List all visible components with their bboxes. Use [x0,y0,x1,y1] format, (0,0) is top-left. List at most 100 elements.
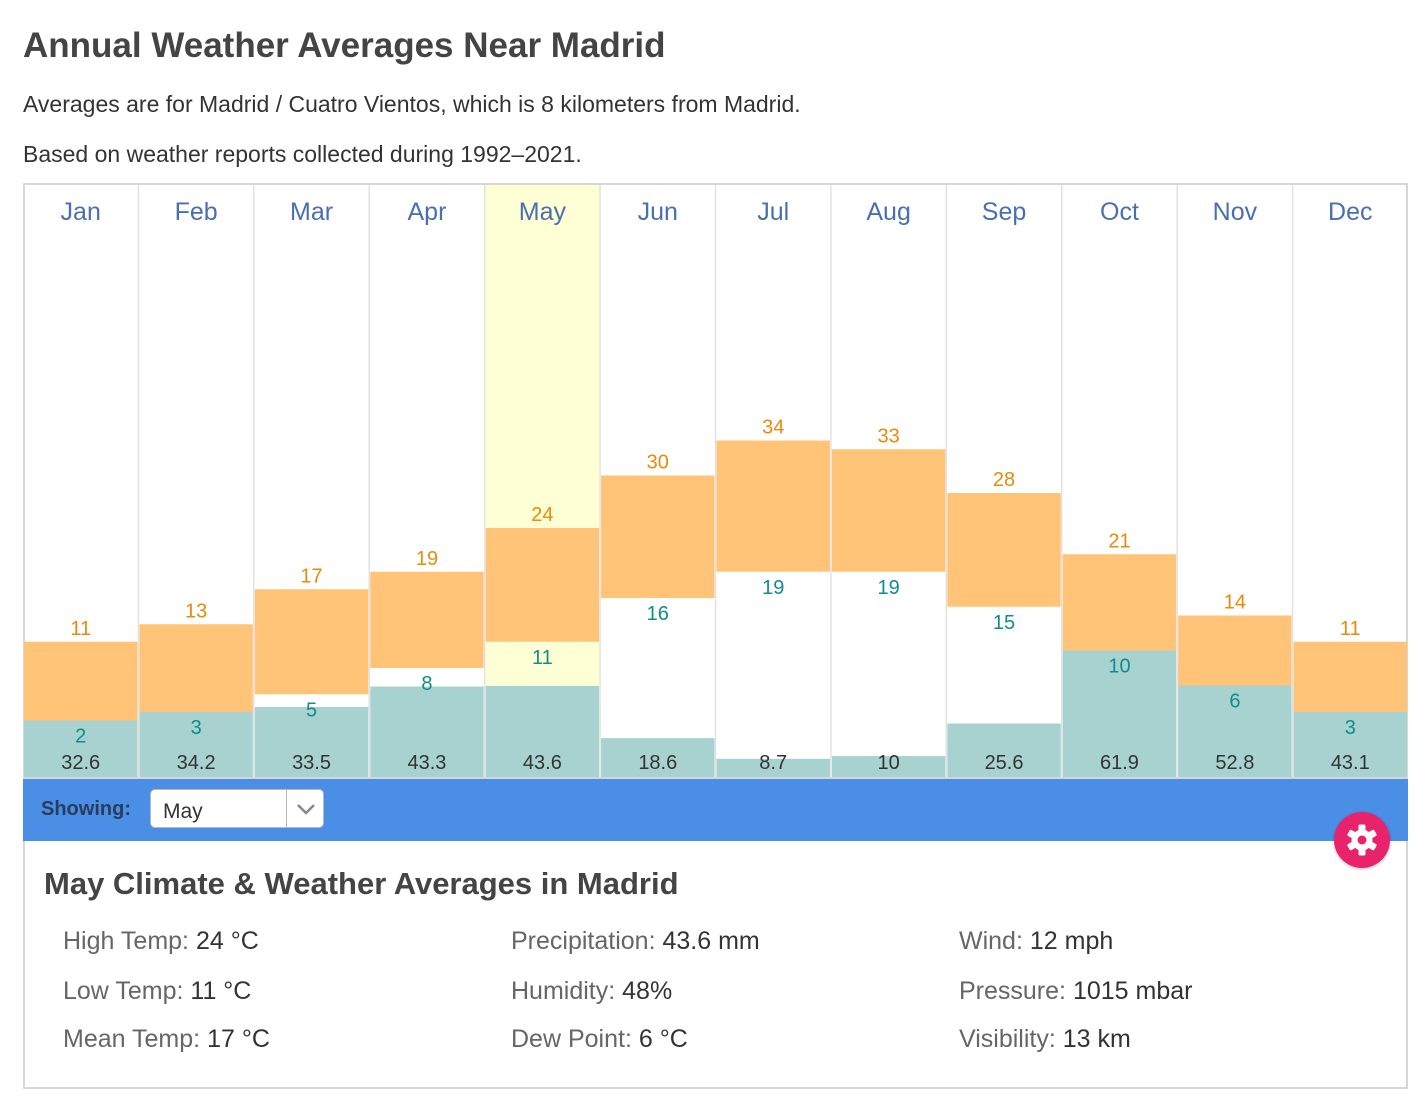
low-temp-label: 19 [762,577,784,599]
month-label: Oct [1100,198,1139,226]
stat-precipitation: Precipitation: 43.6 mm [511,927,760,956]
temp-range-bar [370,571,484,668]
precip-label: 43.3 [407,752,446,774]
precip-label: 34.2 [177,752,216,774]
stat-value: 17 °C [207,1025,270,1053]
stat-value: 48% [622,977,673,1005]
precip-bar [139,705,253,777]
page-title: Annual Weather Averages Near Madrid [23,26,666,65]
details-panel: May Climate & Weather Averages in Madrid… [23,841,1408,1089]
month-label: Dec [1328,198,1372,226]
high-temp-label: 34 [762,417,784,439]
month-label: Aug [866,198,910,226]
temp-range-bar [1293,641,1407,712]
low-temp-label: 19 [878,577,900,599]
showing-label: Showing: [41,798,131,820]
stat-label: Mean Temp: [63,1025,201,1053]
station-note: Averages are for Madrid / Cuatro Vientos… [23,91,801,117]
stat-label: Visibility: [959,1025,1056,1053]
stat-label: Pressure: [959,977,1066,1005]
precip-label: 32.6 [61,752,100,774]
precip-bar [254,706,369,777]
stat-wind: Wind: 12 mph [959,927,1113,956]
month-column-may[interactable] [485,185,601,777]
stat-label: Humidity: [511,977,616,1005]
temp-range-bar [716,440,830,572]
stat-mean-temp: Mean Temp: 17 °C [63,1025,270,1054]
low-temp-label: 8 [421,673,432,695]
stat-label: Dew Point: [511,1025,632,1053]
temp-range-bar [947,493,1061,607]
temp-range-bar [1062,554,1177,651]
high-temp-label: 17 [300,565,322,587]
low-temp-label: 3 [1345,717,1356,739]
high-temp-label: 21 [1108,530,1130,552]
data-period-note: Based on weather reports collected durin… [23,141,582,167]
precip-bar [370,686,484,777]
high-temp-label: 30 [647,452,669,474]
stat-value: 12 mph [1029,927,1114,955]
precip-bar [716,758,830,777]
chevron-down-icon [297,804,315,815]
precip-label: 61.9 [1100,752,1139,774]
high-temp-label: 28 [993,469,1015,491]
month-label: May [519,198,567,226]
month-label: Apr [408,198,447,226]
low-temp-label: 10 [1108,656,1130,678]
stat-value: 43.6 mm [662,927,760,955]
precip-label: 8.7 [759,752,787,774]
stat-label: Wind: [959,927,1023,955]
stat-dew-point: Dew Point: 6 °C [511,1025,688,1054]
precip-label: 18.6 [638,752,677,774]
stat-pressure: Pressure: 1015 mbar [959,977,1192,1006]
low-temp-label: 11 [532,647,553,669]
stat-label: Precipitation: [511,927,656,955]
precip-bar [1062,647,1177,777]
stat-low-temp: Low Temp: 11 °C [63,977,251,1006]
stat-humidity: Humidity: 48% [511,977,672,1006]
precip-label: 33.5 [292,752,331,774]
month-select[interactable]: May [150,789,324,828]
precip-bar [831,756,946,777]
high-temp-label: 19 [416,548,438,570]
month-label: Nov [1213,198,1258,226]
stat-value: 6 °C [638,1025,688,1053]
month-label: Mar [290,198,333,226]
precip-label: 43.6 [523,752,562,774]
high-temp-label: 11 [70,618,91,640]
temp-range-bar [831,449,946,572]
precip-label: 10 [878,752,900,774]
temp-range-bar [139,624,253,712]
month-label: Jan [61,198,101,226]
temp-range-bar [1178,615,1292,686]
gear-icon [1347,824,1377,856]
precip-bar [485,685,600,777]
month-label: Sep [982,198,1026,226]
low-temp-label: 2 [75,726,86,748]
low-temp-label: 16 [647,603,669,625]
stat-value: 13 km [1062,1025,1131,1053]
temp-range-bar [485,528,600,642]
month-select-value: May [163,800,203,823]
month-label: Jun [638,198,678,226]
precip-bar [601,738,715,777]
select-divider [286,790,287,827]
low-temp-label: 3 [191,717,202,739]
weather-chart: Jan 11 2 32.6 Feb 13 3 34.2 Mar 17 5 33.5 Apr 19 8 43.3… [23,183,1408,779]
month-label: Feb [175,198,218,226]
details-title: May Climate & Weather Averages in Madrid [44,866,679,901]
stat-value: 1015 mbar [1072,977,1193,1005]
showing-bar: Showing: May [23,779,1408,841]
temp-range-bar [24,641,138,721]
chart-svg: Jan 11 2 32.6 Feb 13 3 34.2 Mar 17 5 33.5 Apr 19 8 43.3… [23,183,1408,779]
high-temp-label: 14 [1224,592,1246,614]
high-temp-label: 11 [1340,618,1361,640]
precip-label: 52.8 [1215,752,1254,774]
low-temp-label: 15 [993,612,1015,634]
high-temp-label: 13 [185,600,207,622]
stat-visibility: Visibility: 13 km [959,1025,1131,1054]
precip-bar [947,723,1061,777]
temp-range-bar [601,475,715,598]
precip-label: 43.1 [1331,752,1370,774]
settings-button[interactable] [1334,812,1390,868]
